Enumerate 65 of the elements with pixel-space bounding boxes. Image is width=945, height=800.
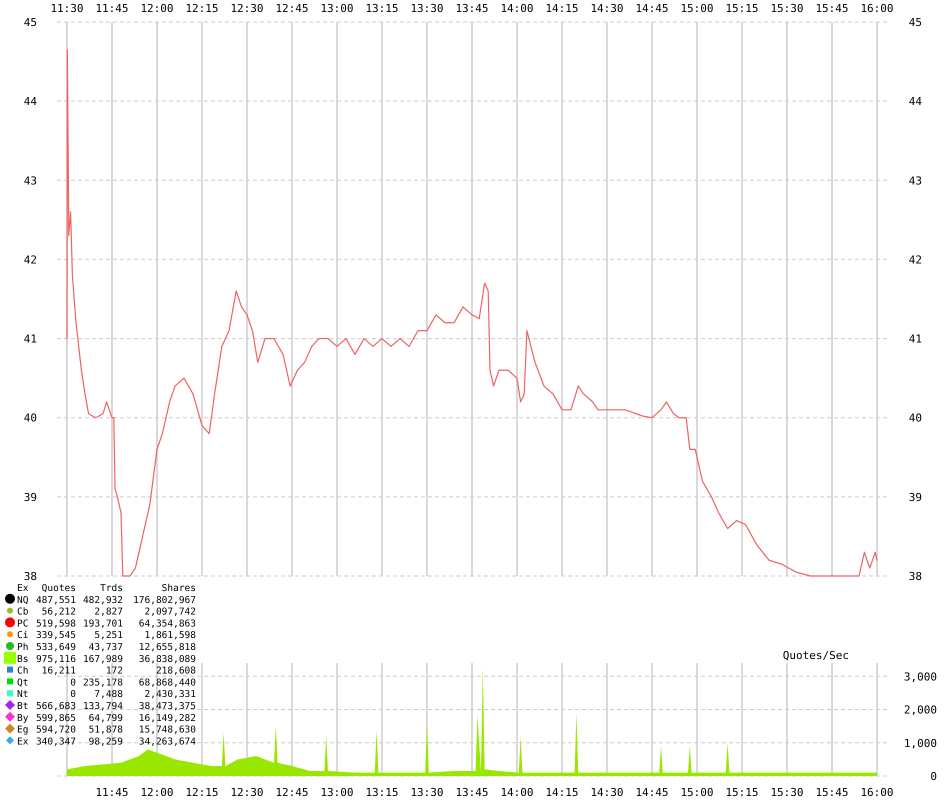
text: Ch 16,211 172 218,608 (17, 666, 196, 677)
y-tick-label: 0 (930, 770, 937, 783)
x-tick-label: 14:30 (590, 2, 624, 15)
text: Ci 339,545 5,251 1,861,598 (17, 630, 196, 642)
x-tick-label: 14:45 (635, 786, 669, 799)
y-axis-title: Quotes/Sec (782, 649, 849, 662)
x-tick-label: 11:30 (50, 2, 84, 15)
x-tick-label: 15:15 (725, 2, 759, 15)
text: Eg 594,720 51,878 15,748,630 (17, 724, 196, 736)
text: Ph 533,649 43,737 12,655,818 (17, 642, 196, 653)
y-tick-label: 44 (24, 95, 38, 108)
y-tick-label: 43 (24, 174, 37, 188)
x-tick-label: 12:15 (185, 786, 219, 799)
x-tick-label: 14:30 (590, 786, 624, 799)
y-tick-label: 39 (24, 490, 37, 504)
text: Nt 0 7,488 2,430,331 (17, 689, 196, 700)
x-tick-label: 14:00 (500, 2, 534, 15)
x-tick-label: 14:15 (545, 786, 579, 799)
x-tick-label: 16:00 (860, 2, 894, 15)
x-tick-label: 14:00 (500, 786, 534, 799)
y-tick-label: 2,000 (904, 704, 937, 717)
text: Ex Quotes Trds Shares (17, 583, 196, 594)
y-tick-label: 38 (24, 570, 37, 583)
x-tick-label: 15:30 (770, 2, 804, 15)
text: Bt 566,683 133,794 38,473,375 (17, 701, 196, 712)
y-tick-label: 45 (24, 16, 37, 29)
text: Ex 340,347 98,259 34,263,674 (17, 736, 196, 748)
x-tick-label: 13:30 (410, 786, 444, 799)
x-tick-label: 13:15 (365, 786, 399, 799)
y-tick-label: 3,000 (904, 670, 937, 684)
x-tick-label: 14:15 (545, 2, 579, 15)
x-tick-label: 11:45 (95, 786, 129, 799)
line-series (66, 49, 878, 577)
x-tick-label: 12:15 (185, 2, 219, 15)
x-tick-label: 13:45 (455, 786, 489, 799)
text: Qt 0 235,178 68,868,440 (17, 677, 196, 688)
x-tick-label: 12:30 (230, 2, 264, 15)
x-tick-label: 12:45 (275, 2, 309, 15)
x-tick-label: 13:45 (455, 2, 489, 15)
x-tick-label: 15:45 (815, 786, 849, 799)
x-tick-label: 15:00 (680, 2, 714, 15)
y-tick-label: 40 (24, 412, 37, 425)
y-tick-label: 41 (24, 332, 37, 346)
x-tick-label: 15:30 (770, 786, 804, 799)
x-tick-label: 12:00 (140, 786, 174, 799)
y-tick-label: 42 (24, 253, 37, 266)
text: Cb 56,212 2,827 2,097,742 (17, 606, 196, 618)
text: By 599,865 64,799 16,149,282 (17, 712, 196, 724)
x-tick-label: 12:00 (140, 2, 174, 15)
x-tick-label: 15:00 (680, 786, 714, 799)
x-tick-label: 13:30 (410, 2, 444, 15)
x-tick-label: 15:45 (815, 2, 849, 15)
text: NQ 487,551 482,932 176,802,967 (17, 594, 196, 606)
x-tick-label: 13:00 (320, 786, 354, 799)
text: Bs 975,116 167,989 36,838,089 (17, 654, 196, 665)
x-tick-label: 14:45 (635, 2, 669, 15)
x-tick-label: 12:45 (275, 786, 309, 799)
text: PC 519,598 193,701 64,354,863 (17, 618, 196, 630)
y-tick-label: 1,000 (904, 736, 937, 750)
x-tick-label: 12:30 (230, 786, 264, 799)
x-tick-label: 13:15 (365, 2, 399, 15)
x-tick-label: 15:15 (725, 786, 759, 799)
x-tick-label: 13:00 (320, 2, 354, 15)
x-tick-label: 11:45 (95, 2, 129, 15)
x-tick-label: 16:00 (860, 786, 894, 799)
